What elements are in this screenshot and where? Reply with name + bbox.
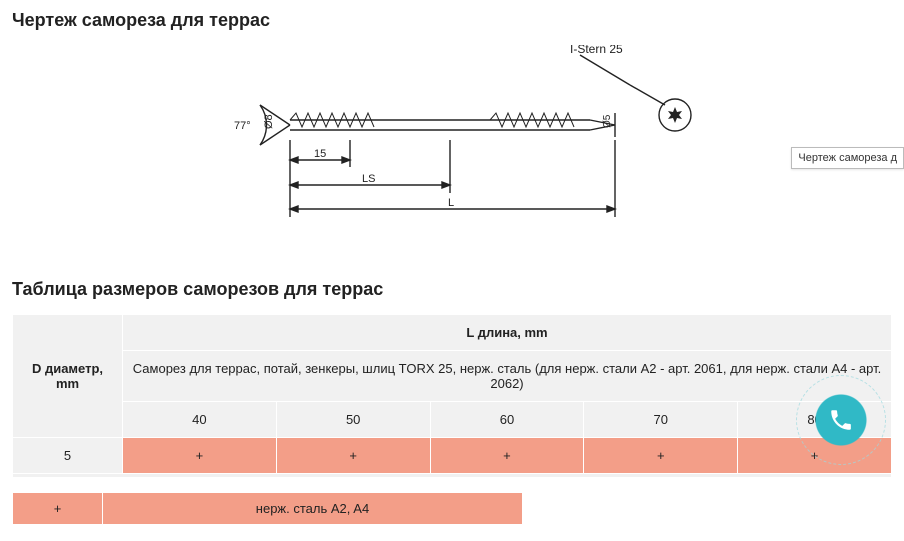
table-row <box>13 474 892 478</box>
drawing-tooltip: Чертеж самореза д <box>791 147 904 169</box>
col-l-header: L длина, mm <box>123 315 892 351</box>
legend-label: нерж. сталь A2, A4 <box>103 493 523 525</box>
table-row: 5 + + + + + <box>13 438 892 474</box>
l-value: 40 <box>123 402 277 438</box>
svg-text:Ø8: Ø8 <box>263 114 275 129</box>
svg-text:77°: 77° <box>234 120 251 132</box>
table-title: Таблица размеров саморезов для террас <box>0 269 904 308</box>
legend-swatch: + <box>13 493 103 525</box>
table-row: Саморез для террас, потай, зенкеры, шлиц… <box>13 351 892 402</box>
avail-cell: + <box>123 438 277 474</box>
phone-icon <box>828 407 854 433</box>
table-subtitle: Саморез для террас, потай, зенкеры, шлиц… <box>123 351 892 402</box>
avail-cell: + <box>276 438 430 474</box>
drawing-svg: Ø8 77° Ø5 15 <box>220 45 700 245</box>
l-value: 70 <box>584 402 738 438</box>
avail-cell: + <box>584 438 738 474</box>
call-button[interactable] <box>796 375 886 465</box>
avail-cell: + <box>430 438 584 474</box>
svg-text:I-Stern 25: I-Stern 25 <box>570 45 623 56</box>
col-d-header: D диаметр, mm <box>13 315 123 438</box>
l-value: 60 <box>430 402 584 438</box>
svg-text:Ø5: Ø5 <box>602 114 613 128</box>
svg-text:LS: LS <box>362 173 375 185</box>
table-row: 40 50 60 70 80 <box>13 402 892 438</box>
table-row: D диаметр, mm L длина, mm <box>13 315 892 351</box>
size-table: D диаметр, mm L длина, mm Саморез для те… <box>12 314 892 478</box>
svg-text:15: 15 <box>314 148 326 160</box>
drawing-title: Чертеж самореза для террас <box>0 0 904 39</box>
svg-text:L: L <box>448 197 454 209</box>
screw-drawing: Ø8 77° Ø5 15 <box>0 39 904 269</box>
d-value: 5 <box>13 438 123 474</box>
l-value: 50 <box>276 402 430 438</box>
legend: + нерж. сталь A2, A4 <box>12 492 523 525</box>
